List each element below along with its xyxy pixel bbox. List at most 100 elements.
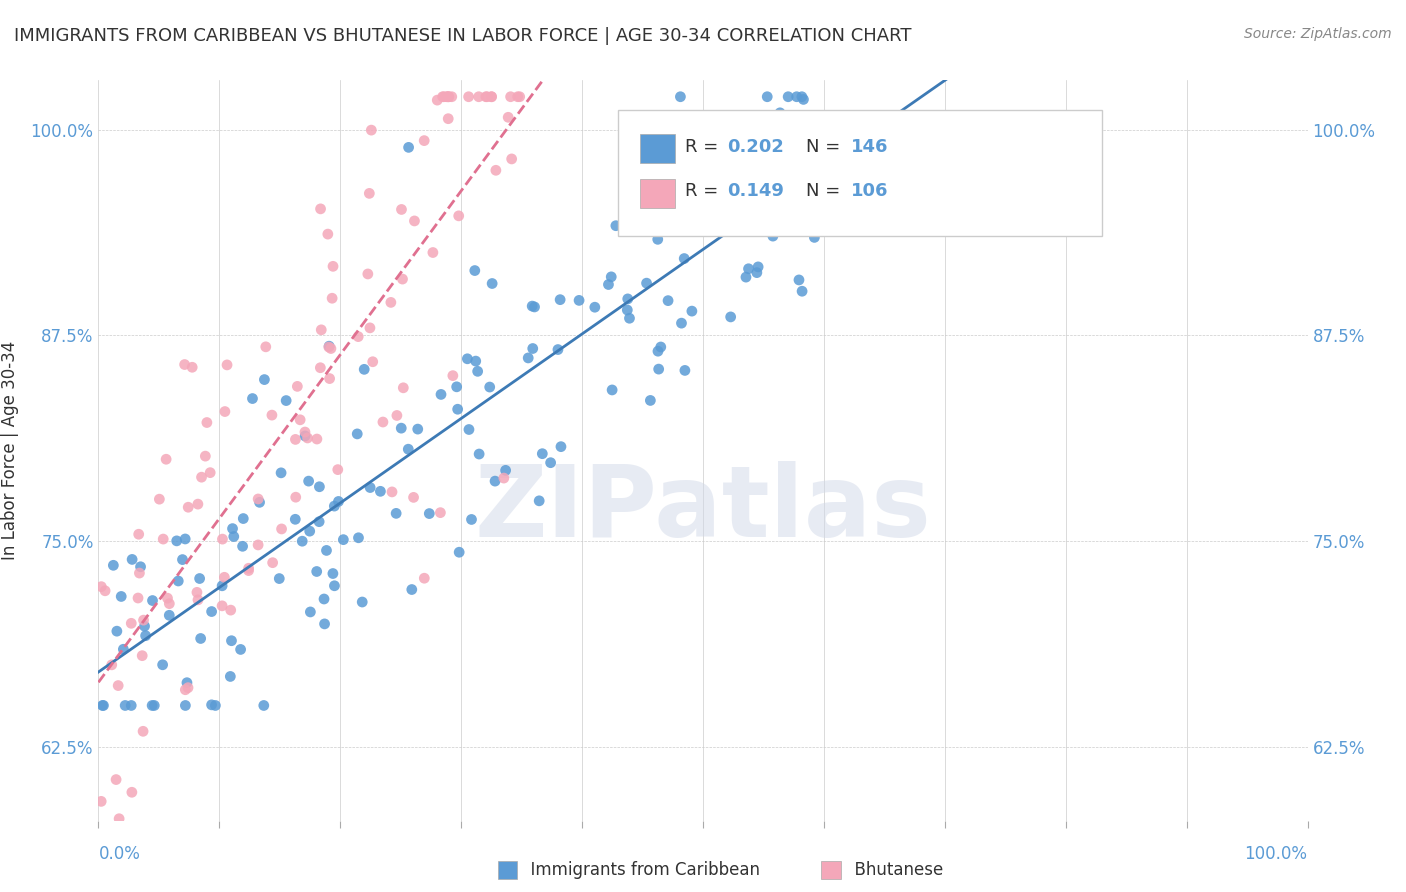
Point [401, 582, 423, 597]
Point [186, 585, 208, 599]
Point [110, 590, 132, 604]
Point [219, 603, 242, 617]
Point [737, 261, 759, 276]
Point [720, 310, 742, 324]
Point [550, 440, 572, 454]
Point [467, 89, 489, 103]
Point [600, 269, 623, 284]
Point [616, 303, 638, 318]
Point [121, 785, 143, 799]
Point [464, 354, 486, 368]
Point [201, 605, 224, 619]
Point [311, 323, 333, 337]
Point [432, 89, 454, 103]
Point [242, 392, 264, 406]
Text: 0.202: 0.202 [727, 138, 785, 156]
Point [436, 89, 458, 103]
Point [309, 202, 332, 216]
Point [107, 679, 129, 693]
Point [501, 152, 523, 166]
Point [689, 221, 711, 235]
Point [391, 202, 413, 217]
Point [167, 574, 190, 588]
Point [346, 426, 368, 441]
Point [776, 116, 799, 130]
Point [222, 530, 245, 544]
Point [141, 698, 163, 713]
Point [568, 293, 591, 308]
Point [762, 229, 785, 244]
Point [460, 512, 482, 526]
Point [270, 522, 292, 536]
Point [347, 329, 370, 343]
Point [128, 566, 150, 580]
Point [156, 591, 179, 606]
Point [713, 208, 735, 222]
Point [221, 633, 243, 648]
Text: 0.149: 0.149 [727, 182, 785, 201]
Point [792, 92, 814, 106]
Point [181, 360, 204, 375]
Point [790, 89, 813, 103]
Point [312, 592, 335, 607]
Point [190, 632, 212, 646]
Point [214, 570, 236, 584]
Point [143, 698, 166, 713]
Text: R =: R = [685, 138, 724, 156]
Point [803, 230, 825, 244]
Point [94, 583, 117, 598]
Point [711, 157, 734, 171]
Point [204, 698, 226, 713]
Point [531, 447, 554, 461]
Point [540, 456, 562, 470]
Point [413, 134, 436, 148]
Point [152, 657, 174, 672]
Point [496, 110, 519, 124]
Point [309, 360, 332, 375]
Point [673, 252, 696, 266]
Point [276, 393, 298, 408]
Point [294, 429, 316, 443]
Point [647, 232, 669, 246]
Point [120, 698, 142, 713]
Point [509, 89, 531, 103]
Y-axis label: In Labor Force | Age 30-34: In Labor Force | Age 30-34 [1, 341, 20, 560]
Point [232, 511, 254, 525]
Point [485, 163, 508, 178]
Point [269, 572, 291, 586]
Point [194, 449, 217, 463]
Point [247, 538, 270, 552]
Point [211, 579, 233, 593]
Point [319, 342, 342, 356]
Point [437, 89, 460, 103]
Point [157, 608, 180, 623]
Point [285, 379, 308, 393]
Point [114, 698, 136, 713]
Point [305, 565, 328, 579]
Point [134, 619, 156, 633]
Text: R =: R = [685, 182, 724, 201]
Point [413, 571, 436, 585]
Point [506, 89, 529, 103]
Point [650, 340, 672, 354]
Point [370, 484, 392, 499]
Point [440, 89, 463, 103]
Point [527, 493, 550, 508]
Point [187, 497, 209, 511]
Point [100, 657, 122, 672]
Point [174, 532, 197, 546]
FancyBboxPatch shape [640, 178, 675, 208]
Point [112, 642, 135, 657]
Point [90, 580, 112, 594]
Point [323, 579, 346, 593]
Point [214, 404, 236, 418]
Point [260, 408, 283, 422]
Point [173, 358, 195, 372]
Point [93, 698, 115, 713]
Point [90, 794, 112, 808]
Point [385, 507, 408, 521]
Point [323, 499, 346, 513]
Point [211, 599, 233, 613]
Point [177, 500, 200, 515]
Point [429, 506, 451, 520]
